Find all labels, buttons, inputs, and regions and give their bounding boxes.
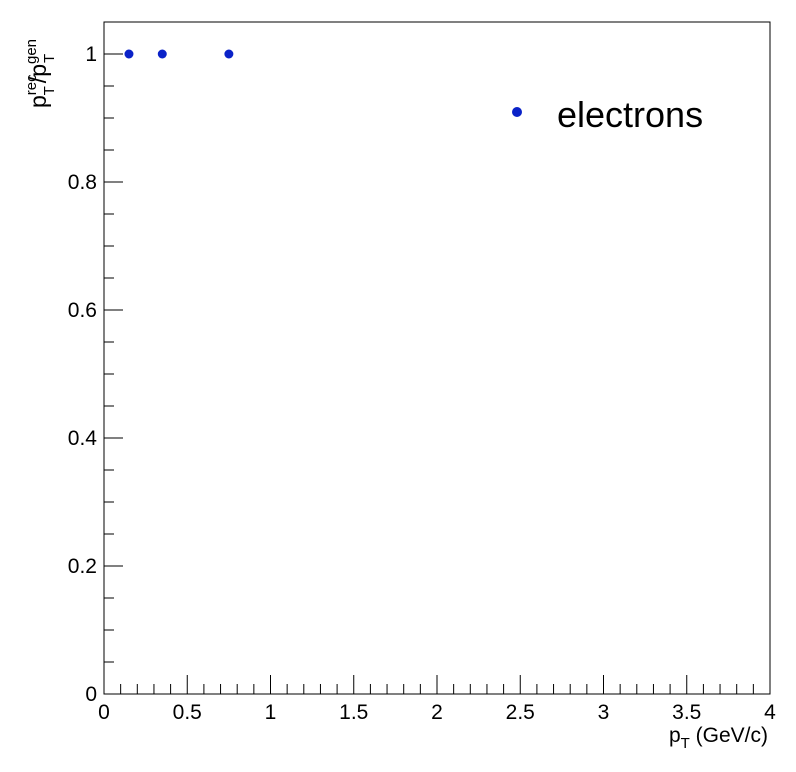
y-axis-title-den-main: p — [25, 64, 51, 77]
y-axis-title-num-sub: T — [41, 86, 58, 95]
x-axis-ticks — [103, 675, 771, 694]
y-axis-title-num-main: p — [25, 95, 51, 108]
y-axis-title-den-sub: T — [41, 54, 58, 63]
x-tick-label: 0 — [98, 701, 110, 724]
y-tick-label: 0.2 — [68, 555, 97, 578]
x-axis-title: pT (GeV/c) — [669, 724, 768, 752]
x-axis-tick-labels: 0 0.5 1 1.5 2 2.5 3 3.5 4 — [98, 701, 776, 724]
y-tick-label: 0.8 — [68, 171, 97, 194]
y-axis-title-den-sup: gen — [23, 39, 40, 64]
y-axis-tick-labels: 0 0.2 0.4 0.6 0.8 1 — [68, 43, 98, 706]
y-tick-label: 0 — [85, 683, 97, 706]
x-axis-title-rest: (GeV/c) — [690, 724, 768, 747]
x-axis-title-main: p — [669, 724, 681, 747]
x-tick-label: 3.5 — [672, 701, 701, 724]
legend-label: electrons — [557, 94, 703, 135]
x-tick-label: 2 — [431, 701, 443, 724]
y-axis-title: precT/pgenT — [23, 39, 58, 108]
x-tick-label: 3 — [598, 701, 610, 724]
legend-marker — [512, 107, 522, 117]
x-tick-label: 2.5 — [506, 701, 535, 724]
y-axis-title-sep: / — [25, 76, 51, 83]
data-point — [124, 49, 134, 59]
data-points — [124, 49, 234, 59]
x-tick-label: 1.5 — [339, 701, 368, 724]
y-tick-label: 0.4 — [68, 427, 98, 450]
data-point — [157, 49, 167, 59]
x-tick-label: 0.5 — [173, 701, 202, 724]
legend: electrons — [512, 94, 703, 135]
data-point — [224, 49, 234, 59]
x-axis-title-sub: T — [681, 735, 690, 752]
y-axis-title-num-sup: rec — [23, 74, 40, 95]
y-tick-label: 0.6 — [68, 299, 97, 322]
y-axis-ticks — [104, 21, 123, 695]
x-tick-label: 4 — [764, 701, 776, 724]
x-tick-label: 1 — [265, 701, 277, 724]
y-tick-label: 1 — [85, 43, 97, 66]
